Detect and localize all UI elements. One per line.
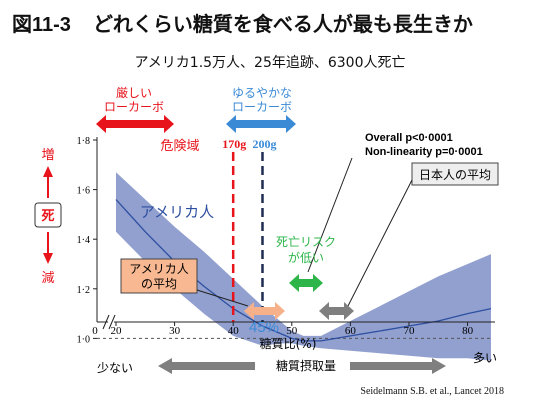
increase-label: 増	[41, 148, 54, 163]
death-box	[34, 202, 62, 228]
reference-citation: Seidelmann S.B. et al., Lancet 2018	[360, 386, 504, 397]
y-tick-label: 1·6	[77, 186, 90, 197]
x-tick-label: 40	[228, 325, 240, 337]
y-tick-label: 1·4	[77, 235, 90, 246]
chart-subtitle: アメリカ1.5万人、25年追跡、6300人死亡	[134, 55, 406, 71]
more-label: 多い	[473, 351, 497, 365]
stats-pointer	[307, 157, 353, 273]
ref-label-200g: 200g	[252, 137, 276, 151]
x-tick-label: 70	[403, 325, 415, 337]
y-tick-label: 1·0	[77, 334, 90, 345]
american-average-pointer	[196, 289, 249, 307]
american-average-arrow	[244, 302, 285, 320]
ref-label-170g: 170g	[222, 137, 246, 151]
japanese-average-arrow	[319, 302, 354, 320]
lowest-risk-arrow	[289, 274, 323, 292]
japanese-average-pointer	[347, 179, 413, 307]
figure-title: 図11-3 どれくらい糖質を食べる人が最も長生きか	[12, 8, 473, 37]
x-axis-label: 糖質比(%)	[260, 336, 317, 351]
american-average-label: アメリカ人の平均	[129, 262, 188, 291]
x-tick-label: 30	[169, 325, 181, 337]
y-tick-label: 1·8	[77, 136, 90, 147]
axis-break-1	[102, 314, 110, 330]
x-origin-label: 0	[92, 325, 98, 337]
y-axis-label: 死	[41, 209, 54, 224]
y-tick-label: 1·2	[77, 285, 90, 296]
series-label: アメリカ人	[140, 203, 214, 221]
japanese-average-box	[411, 162, 499, 186]
up-arrow-head	[43, 166, 53, 177]
strict-low-carb-label: 厳しいローカーボ	[104, 86, 164, 114]
percent-45-label: 45%	[249, 319, 279, 336]
x-tick-label: 50	[286, 325, 298, 337]
less-label: 少ない	[97, 361, 133, 375]
confidence-band	[116, 172, 491, 361]
figure-heading: どれくらい糖質を食べる人が最も長生きか	[92, 12, 473, 36]
american-average-box	[120, 258, 198, 294]
strict-low-carb-arrow	[96, 115, 174, 133]
x-tick-label: 20	[111, 325, 123, 337]
moderate-low-carb-arrow	[226, 115, 296, 133]
lowest-risk-label: 死亡リスクが低い	[276, 235, 336, 265]
moderate-low-carb-label: ゆるやかなローカーボ	[232, 86, 292, 114]
danger-zone-label: 危険域	[160, 139, 199, 154]
more-arrow	[350, 358, 446, 374]
japanese-average-label: 日本人の平均	[419, 168, 491, 182]
decrease-label: 減	[41, 270, 54, 286]
x-tick-label: 80	[462, 325, 474, 337]
down-arrow-head	[43, 253, 53, 264]
axis-break-2	[108, 314, 116, 330]
stats-text: Overall p<0·0001 Non-linearity p=0·0001	[365, 132, 483, 158]
intake-label: 糖質摂取量	[276, 358, 336, 373]
less-arrow	[158, 358, 255, 374]
x-tick-label: 60	[345, 325, 357, 337]
figure-number: 図11-3	[12, 14, 71, 36]
